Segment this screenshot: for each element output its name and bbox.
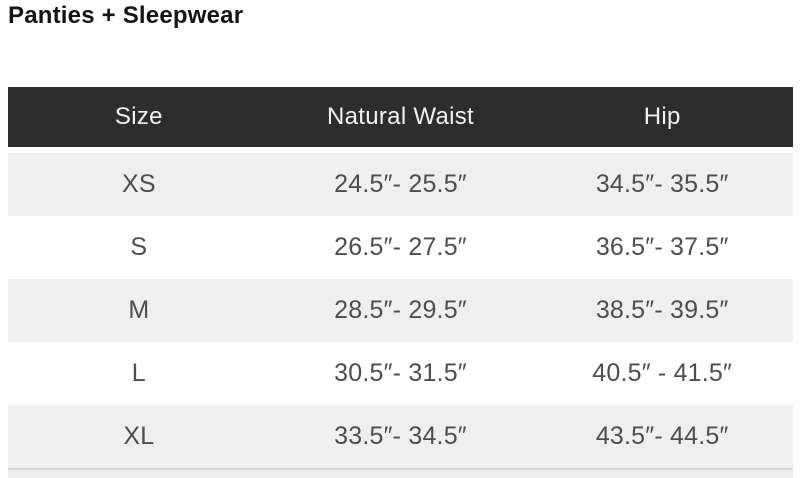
cell-natural-waist: 24.5″- 25.5″ <box>334 170 467 198</box>
table-row-s: S 26.5″- 27.5″ 36.5″- 37.5″ <box>8 216 793 279</box>
cell-hip: 43.5″- 44.5″ <box>595 422 729 450</box>
cell-size: M <box>128 296 150 324</box>
header-cell-size: Size <box>114 103 163 130</box>
table-header-row: Size Natural Waist Hip <box>8 87 793 147</box>
page-title: Panties + Sleepwear <box>8 2 244 29</box>
cell-size: XS <box>121 170 156 198</box>
bottom-divider <box>8 468 793 478</box>
cell-natural-waist: 26.5″- 27.5″ <box>334 233 467 261</box>
cell-hip: 36.5″- 37.5″ <box>595 233 729 261</box>
cell-size: XL <box>123 422 155 450</box>
cell-hip: 40.5″ - 41.5″ <box>592 359 733 387</box>
header-cell-natural-waist: Natural Waist <box>326 103 475 130</box>
header-gap <box>8 147 793 153</box>
header-cell-hip: Hip <box>643 103 681 130</box>
table-row-l: L 30.5″- 31.5″ 40.5″ - 41.5″ <box>8 342 793 405</box>
table-row-xs: XS 24.5″- 25.5″ 34.5″- 35.5″ <box>8 153 793 216</box>
cell-natural-waist: 28.5″- 29.5″ <box>334 296 467 324</box>
size-table: Size Natural Waist Hip XS 24.5″- 25.5″ 3… <box>8 87 793 478</box>
cell-size: L <box>131 359 146 387</box>
cell-natural-waist: 30.5″- 31.5″ <box>334 359 467 387</box>
table-row-m: M 28.5″- 29.5″ 38.5″- 39.5″ <box>8 279 793 342</box>
table-row-xl: XL 33.5″- 34.5″ 43.5″- 44.5″ <box>8 405 793 468</box>
cell-natural-waist: 33.5″- 34.5″ <box>334 422 467 450</box>
cell-size: S <box>130 233 148 261</box>
cell-hip: 38.5″- 39.5″ <box>595 296 729 324</box>
cell-hip: 34.5″- 35.5″ <box>595 170 729 198</box>
